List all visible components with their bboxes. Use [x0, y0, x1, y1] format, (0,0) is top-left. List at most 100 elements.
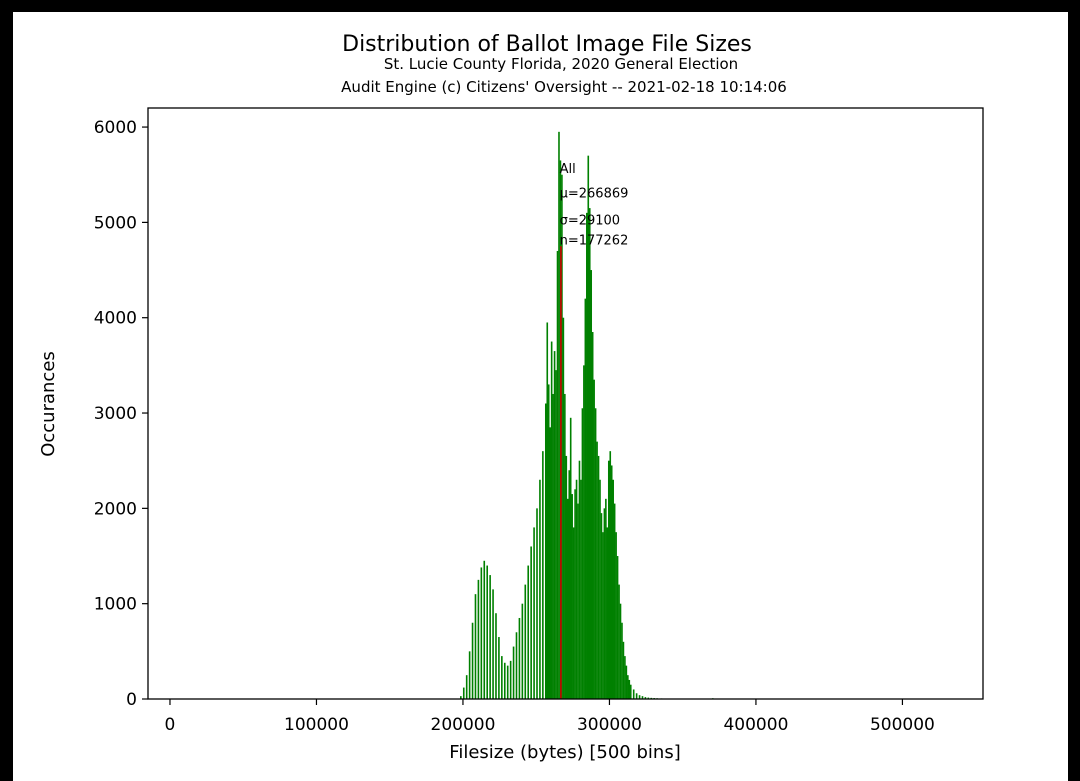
histogram-bar: [503, 662, 506, 699]
stats-annotation-line: n=177262: [560, 233, 629, 248]
histogram-bar: [586, 212, 588, 699]
histogram-bar: [607, 460, 610, 699]
histogram-bar: [605, 498, 607, 699]
plot-area: [147, 107, 984, 700]
histogram-bar: [622, 641, 625, 699]
histogram-bar: [575, 479, 578, 699]
histogram-bar: [566, 498, 569, 699]
histogram-bar: [555, 370, 557, 699]
histogram-bar: [495, 613, 497, 699]
histogram-bar: [584, 298, 587, 699]
histogram-bar: [627, 675, 629, 699]
histogram-bar: [602, 532, 604, 699]
histogram-bar: [619, 603, 622, 699]
histogram-bar: [524, 584, 527, 699]
histogram-bar: [506, 665, 509, 699]
histogram-bar: [644, 697, 647, 699]
histogram-bar: [547, 384, 550, 699]
y-tick-label: 5000: [94, 213, 137, 233]
histogram-bar: [606, 527, 609, 699]
x-tick-label: 0: [165, 715, 176, 735]
histogram-bar: [556, 250, 559, 700]
histogram-bar: [638, 695, 641, 699]
histogram-bar: [509, 660, 512, 699]
histogram-bar: [612, 479, 614, 699]
histogram-bar: [553, 351, 556, 699]
histogram-bar: [521, 603, 524, 699]
histogram-bar: [527, 565, 530, 699]
histogram-bar: [460, 696, 462, 699]
histogram-bar: [558, 131, 560, 699]
stats-annotation-line: All: [560, 162, 576, 177]
histogram-bar: [518, 617, 521, 699]
histogram-bar: [628, 679, 631, 699]
histogram-bar: [621, 622, 623, 699]
histogram-bar: [550, 341, 553, 699]
x-axis: 0 100000 200000 300000 400000 500000: [165, 699, 935, 735]
stats-annotation-line: σ=29100: [560, 213, 621, 228]
histogram-bar: [591, 332, 594, 699]
histogram-bar: [549, 427, 551, 699]
histogram-bar: [616, 556, 619, 699]
histogram-bar: [471, 622, 474, 699]
histogram-bar: [624, 656, 626, 699]
histogram-bar: [515, 632, 518, 699]
histogram-bar: [597, 455, 600, 699]
histogram-bar: [483, 560, 486, 699]
histogram-bar: [596, 441, 598, 699]
histogram-bar: [468, 651, 471, 699]
histogram-bar: [533, 527, 535, 699]
histogram-bar: [574, 489, 576, 699]
histogram-bar: [544, 403, 547, 699]
histogram-bar: [512, 646, 515, 699]
histogram-bar: [590, 270, 593, 699]
histogram-bar: [568, 470, 571, 699]
histogram-bar: [489, 575, 491, 699]
y-tick-label: 0: [126, 690, 137, 710]
histogram-bar: [486, 565, 488, 699]
histogram-bar: [588, 208, 591, 699]
histogram-bar: [492, 589, 494, 699]
histogram-bar: [571, 494, 573, 699]
histogram-bar: [562, 317, 565, 699]
histogram-bar: [530, 546, 532, 699]
x-tick-label: 200000: [431, 715, 496, 735]
x-axis-label: Filesize (bytes) [500 bins]: [449, 742, 680, 763]
histogram-bar: [539, 479, 541, 699]
histogram-bar: [572, 527, 575, 699]
histogram-bar: [635, 693, 638, 699]
histogram-bar: [583, 365, 585, 699]
histogram-bar: [625, 665, 628, 699]
histogram-bar: [594, 408, 597, 699]
chart-subtitle-line-2: Audit Engine (c) Citizens' Oversight -- …: [341, 78, 787, 96]
y-axis: 0 1000 2000 3000 4000 5000 6000: [94, 118, 148, 710]
histogram-bar: [569, 417, 572, 699]
histogram-bar: [564, 393, 566, 699]
histogram-bar: [629, 684, 632, 699]
histogram-bar: [613, 503, 616, 699]
histogram-bar: [641, 696, 644, 699]
histogram-bar: [618, 584, 620, 699]
y-tick-label: 6000: [94, 118, 137, 138]
x-tick-label: 300000: [577, 715, 642, 735]
histogram-bar: [465, 675, 468, 699]
histogram-bar: [647, 697, 650, 699]
y-axis-label: Occurances: [38, 351, 59, 457]
histogram-bar: [587, 155, 590, 699]
histogram-bar: [501, 656, 503, 699]
histogram-bar: [609, 451, 612, 699]
histogram-bar: [632, 689, 635, 699]
histogram-bar: [498, 637, 500, 699]
histogram-bar: [610, 465, 613, 699]
histogram-bar: [615, 532, 617, 699]
histogram-bar: [565, 455, 568, 699]
x-tick-label: 500000: [870, 715, 935, 735]
chart-subtitle-line-1: St. Lucie County Florida, 2020 General E…: [384, 55, 738, 73]
stats-annotation: All μ=266869 σ=29100 n=177262: [560, 162, 629, 249]
y-tick-label: 1000: [94, 595, 137, 615]
chart-title: Distribution of Ballot Image File Sizes: [342, 32, 752, 57]
y-tick-label: 2000: [94, 499, 137, 519]
histogram-bars: [460, 131, 729, 700]
histogram-bar: [603, 508, 606, 699]
